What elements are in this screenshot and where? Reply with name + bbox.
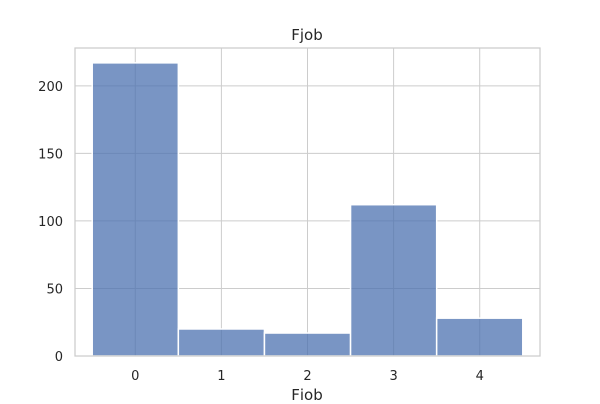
y-tick-label: 50 — [46, 282, 63, 297]
y-tick-label: 150 — [38, 147, 63, 162]
x-tick-label: 4 — [476, 369, 484, 384]
x-tick-label: 3 — [389, 369, 397, 384]
bar-3 — [349, 203, 438, 357]
tick-labels: 0 1 2 3 4 0 50 100 150 200 — [38, 80, 484, 384]
y-tick-label: 200 — [38, 80, 63, 95]
x-tick-label: 1 — [217, 369, 225, 384]
x-tick-label: 0 — [131, 369, 139, 384]
chart-title: Fjob — [291, 26, 323, 44]
axes-frame — [74, 47, 541, 357]
x-axis-label: Fjob — [291, 386, 323, 400]
y-tick-label: 0 — [55, 350, 63, 365]
bar-4 — [435, 317, 524, 357]
bar-0 — [91, 62, 180, 357]
bars — [91, 62, 524, 357]
y-tick-label: 100 — [38, 215, 63, 230]
bar-1 — [177, 328, 266, 357]
x-tick-label: 2 — [303, 369, 311, 384]
bar-2 — [263, 332, 352, 357]
